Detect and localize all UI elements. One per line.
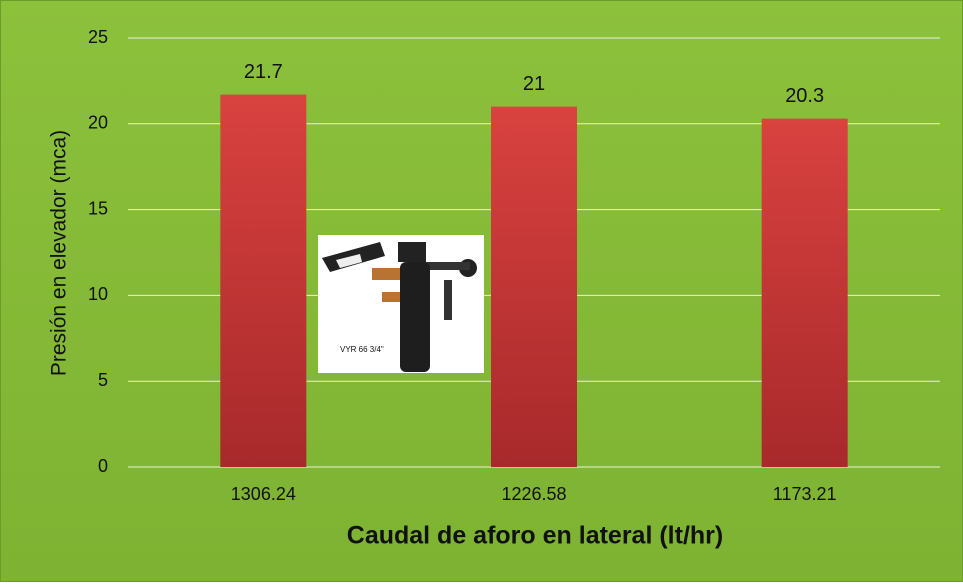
inset-caption: VYR 66 3/4" [340,345,384,354]
data-label: 21.7 [244,61,283,83]
y-tick-label: 15 [88,198,108,218]
x-tick-label: 1173.21 [773,484,837,504]
plot-area: 0 5 10 15 20 25 1306.24 21.7 1226.58 21 1173.21 20.… [88,27,940,504]
data-label: 21 [523,73,545,95]
x-tick-label: 1306.24 [231,484,296,504]
inset-image: VYR 66 3/4" [318,235,484,373]
x-axis-label: Caudal de aforo en lateral (lt/hr) [347,522,723,550]
y-tick-label: 25 [88,27,108,47]
y-tick-label: 10 [88,284,108,304]
bar [220,94,307,468]
bar [761,118,848,467]
y-tick-label: 5 [98,370,108,390]
data-label: 20.3 [785,85,824,107]
x-tick-label: 1226.58 [501,484,566,504]
bar [491,106,577,467]
y-axis-label: Presión en elevador (mca) [48,130,71,376]
y-tick-label: 20 [88,113,108,133]
y-tick-label: 0 [98,456,108,476]
